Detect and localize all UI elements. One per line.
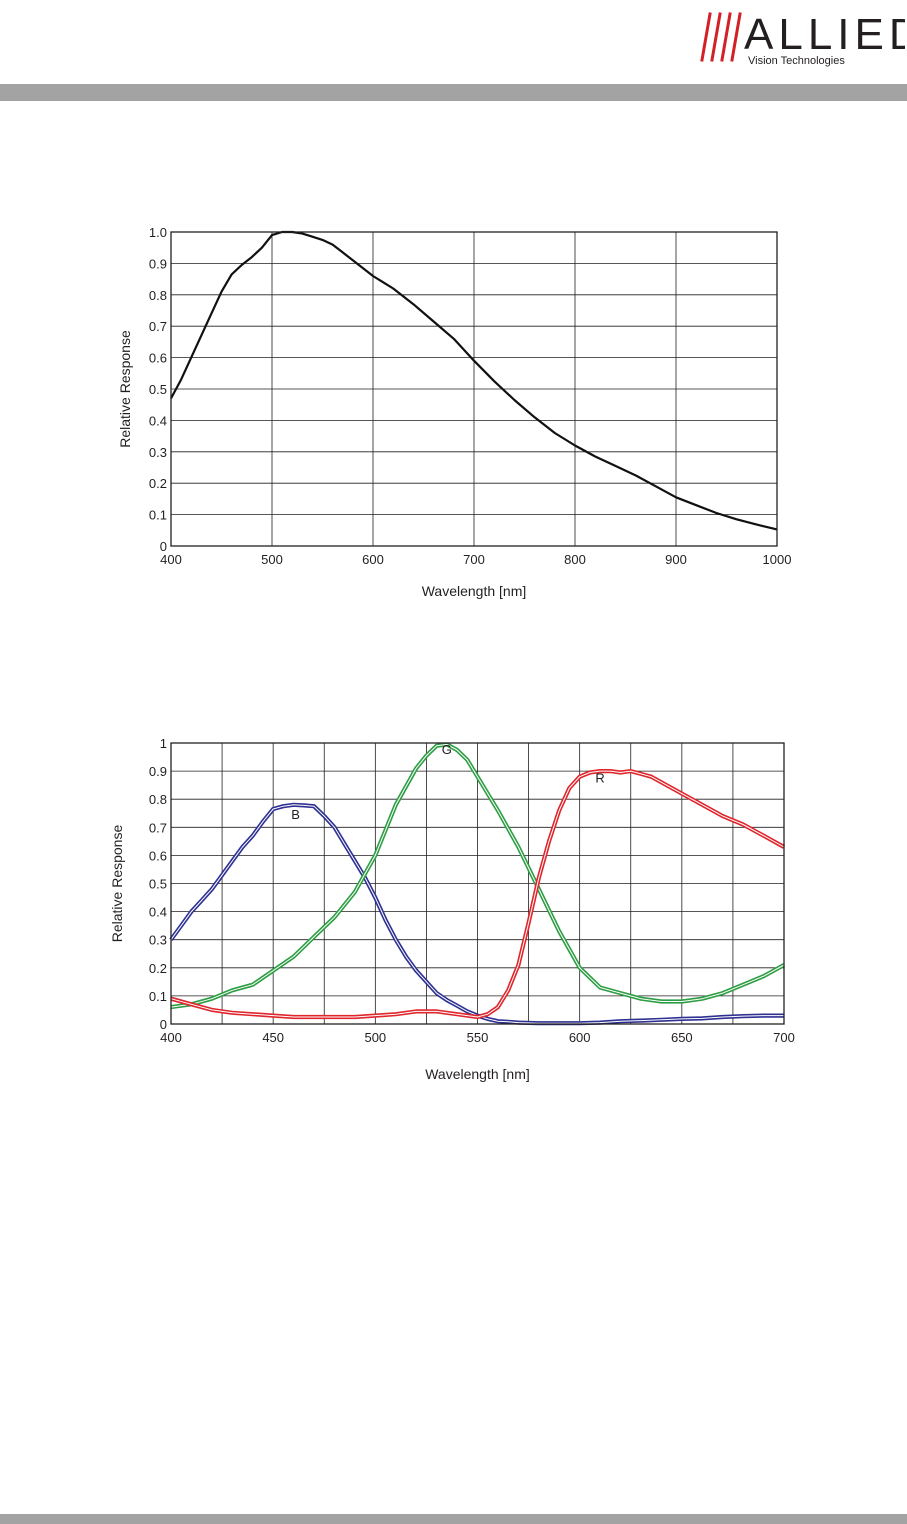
chart-color-response: B G R 400 450 500 550 600 650 700 0 0.1 0.2 0.3 0.4 0.5… [95,730,825,1090]
allied-vision-logo: ALLIED Vision Technologies [690,8,907,70]
series-label-b: B [291,807,300,822]
y-tick-label: 0 [160,539,167,554]
plot-frame [170,231,778,547]
y-tick-label: 0.8 [149,288,167,303]
y-tick-label: 0.9 [149,256,167,271]
plot-frame [170,742,785,1025]
grid [171,232,777,546]
x-axis-label: Wavelength [nm] [422,583,527,599]
y-tick-label: 0.1 [149,508,167,523]
x-tick-label: 400 [160,552,182,567]
x-tick-label: 700 [463,552,485,567]
x-tick-label: 700 [773,1030,795,1045]
y-tick-label: 0.7 [149,319,167,334]
series-line-g-inner [170,743,785,1008]
y-tick-label: 0.6 [149,351,167,366]
logo-text: ALLIED [744,10,905,59]
logo-slashes-icon [700,12,742,62]
y-axis-label: Relative Response [117,330,133,448]
y-tick-label: 0.2 [149,476,167,491]
x-tick-label: 600 [569,1030,591,1045]
x-tick-label: 550 [467,1030,489,1045]
series-line-b-inner [170,804,784,1024]
y-tick-label: 0.6 [149,848,167,863]
x-tick-label: 900 [665,552,687,567]
y-axis-ticks: 0 0.1 0.2 0.3 0.4 0.5 0.6 0.7 0.8 0.9 1 [149,736,167,1032]
series-line-r-inner [170,770,785,1018]
y-tick-label: 0.9 [149,764,167,779]
y-tick-label: 0.4 [149,413,167,428]
y-tick-label: 1.0 [149,225,167,240]
series-group [170,230,778,531]
x-tick-label: 1000 [763,552,792,567]
y-tick-label: 0 [160,1017,167,1032]
grid [171,743,784,1024]
y-axis-ticks: 0 0.1 0.2 0.3 0.4 0.5 0.6 0.7 0.8 0.9 1.0 [149,225,167,554]
y-tick-label: 0.4 [149,905,167,920]
x-tick-label: 800 [564,552,586,567]
chart-svg-1: 400 500 600 700 800 900 1000 0 0.1 0.2 0.3 0.4 0.5 0.… [117,225,791,599]
chart-monochrome-response: 400 500 600 700 800 900 1000 0 0.1 0.2 0.3 0.4 0.5 0.… [100,215,820,615]
y-axis-label: Relative Response [109,825,125,943]
chart-svg-2: B G R 400 450 500 550 600 650 700 0 0.1 0.2 0.3 0.4 0.5… [109,736,795,1082]
y-tick-label: 1 [160,736,167,751]
y-tick-label: 0.3 [149,445,167,460]
y-tick-label: 0.1 [149,989,167,1004]
y-tick-label: 0.8 [149,792,167,807]
header-bar [0,84,907,101]
logo-svg: ALLIED Vision Technologies [700,10,907,67]
y-tick-label: 0.7 [149,820,167,835]
series-line [170,230,778,531]
y-tick-label: 0.5 [149,877,167,892]
y-tick-label: 0.3 [149,933,167,948]
y-tick-label: 0.5 [149,382,167,397]
series-label-g: G [442,742,452,757]
x-tick-label: 500 [261,552,283,567]
x-tick-label: 650 [671,1030,693,1045]
x-axis-ticks: 400 450 500 550 600 650 700 [160,1030,795,1045]
x-axis-ticks: 400 500 600 700 800 900 1000 [160,552,791,567]
x-tick-label: 500 [364,1030,386,1045]
y-tick-label: 0.2 [149,961,167,976]
series-group [169,742,786,1026]
x-tick-label: 600 [362,552,384,567]
x-axis-label: Wavelength [nm] [425,1066,530,1082]
footer-bar [0,1514,907,1524]
series-label-r: R [595,770,604,785]
x-tick-label: 450 [262,1030,284,1045]
x-tick-label: 400 [160,1030,182,1045]
logo-subtext: Vision Technologies [748,55,845,67]
